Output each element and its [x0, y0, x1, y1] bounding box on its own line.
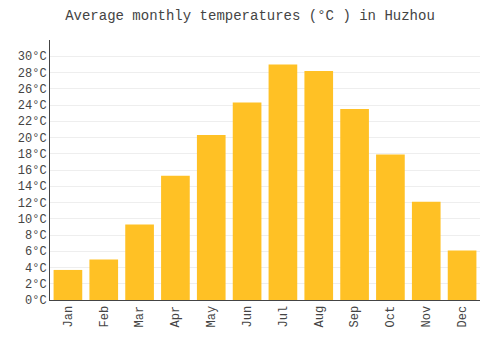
- svg-text:Jul: Jul: [277, 306, 291, 328]
- svg-text:Aug: Aug: [313, 306, 327, 328]
- svg-text:28°C: 28°C: [18, 67, 47, 81]
- svg-text:Mar: Mar: [133, 306, 147, 328]
- svg-text:10°C: 10°C: [18, 213, 47, 227]
- svg-text:24°C: 24°C: [18, 99, 47, 113]
- svg-text:Nov: Nov: [420, 306, 434, 328]
- svg-text:26°C: 26°C: [18, 83, 47, 97]
- svg-text:8°C: 8°C: [25, 229, 47, 243]
- svg-text:22°C: 22°C: [18, 115, 47, 129]
- svg-text:16°C: 16°C: [18, 164, 47, 178]
- svg-text:20°C: 20°C: [18, 132, 47, 146]
- svg-text:18°C: 18°C: [18, 148, 47, 162]
- svg-text:Apr: Apr: [169, 306, 183, 328]
- svg-text:Oct: Oct: [384, 306, 398, 328]
- svg-text:4°C: 4°C: [25, 262, 47, 276]
- svg-text:Dec: Dec: [456, 306, 470, 328]
- svg-text:0°C: 0°C: [25, 294, 47, 308]
- svg-text:Feb: Feb: [98, 306, 112, 328]
- svg-text:May: May: [205, 306, 219, 328]
- svg-text:2°C: 2°C: [25, 278, 47, 292]
- svg-text:Jun: Jun: [241, 306, 255, 328]
- svg-text:Jan: Jan: [62, 306, 76, 328]
- svg-text:Average monthly temperatures (: Average monthly temperatures (°C ) in Hu…: [65, 8, 435, 24]
- svg-text:30°C: 30°C: [18, 50, 47, 64]
- svg-text:12°C: 12°C: [18, 197, 47, 211]
- svg-text:Sep: Sep: [348, 306, 362, 328]
- svg-text:14°C: 14°C: [18, 180, 47, 194]
- svg-text:6°C: 6°C: [25, 245, 47, 259]
